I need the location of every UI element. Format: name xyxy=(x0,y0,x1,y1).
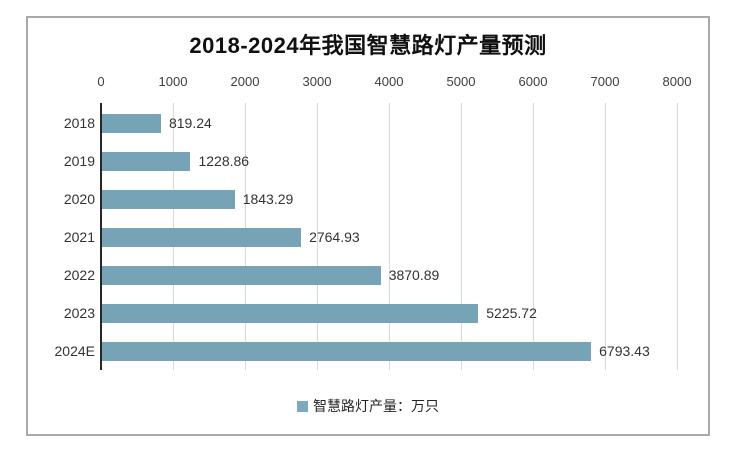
category-label: 2020 xyxy=(63,191,95,208)
legend-swatch xyxy=(297,400,308,412)
bar xyxy=(102,303,479,323)
data-label: 3870.89 xyxy=(388,266,440,283)
bar xyxy=(102,265,381,285)
x-tick-label: 6000 xyxy=(518,74,548,89)
legend-label: 智慧路灯产量：万只 xyxy=(313,398,439,414)
gridline xyxy=(533,103,534,370)
gridline xyxy=(389,103,390,370)
legend: 智慧路灯产量：万只 xyxy=(28,396,708,416)
bar xyxy=(102,341,592,361)
bar xyxy=(102,114,161,134)
x-tick-label: 8000 xyxy=(662,74,692,89)
category-label: 2021 xyxy=(63,229,95,245)
gridline xyxy=(461,103,462,370)
chart-title: 2018-2024年我国智慧路灯产量预测 xyxy=(189,33,547,58)
y-axis-line xyxy=(100,103,102,370)
data-label: 1228.86 xyxy=(198,153,250,170)
category-label: 2023 xyxy=(63,304,95,321)
data-label: 6793.43 xyxy=(599,342,650,359)
x-axis: 0 1000 2000 3000 4000 5000 6000 7000 8000 xyxy=(28,18,708,434)
category-label: 2024E xyxy=(54,342,95,359)
category-label: 2022 xyxy=(63,266,95,283)
x-tick-label: 3000 xyxy=(302,74,332,89)
x-tick-label: 4000 xyxy=(374,74,404,89)
data-label: 1843.29 xyxy=(242,191,294,208)
bar xyxy=(102,190,235,210)
data-label: 2764.93 xyxy=(309,229,360,245)
data-label: 5225.72 xyxy=(486,304,537,321)
category-label: 2018 xyxy=(63,115,95,132)
gridline xyxy=(605,103,606,370)
category-label: 2019 xyxy=(63,153,95,170)
bar xyxy=(102,228,302,247)
chart-frame: 2018-2024年我国智慧路灯产量预测 0 1000 2000 3000 4000 50… xyxy=(26,16,710,436)
gridline xyxy=(677,103,678,370)
x-tick-label: 2000 xyxy=(230,74,260,89)
x-tick-label: 1000 xyxy=(158,74,188,89)
x-tick-label: 0 xyxy=(97,74,105,89)
x-tick-label: 5000 xyxy=(446,74,476,89)
bar xyxy=(102,152,191,172)
x-tick-label: 7000 xyxy=(590,74,620,89)
gridline xyxy=(317,103,318,370)
data-label: 819.24 xyxy=(168,115,212,132)
